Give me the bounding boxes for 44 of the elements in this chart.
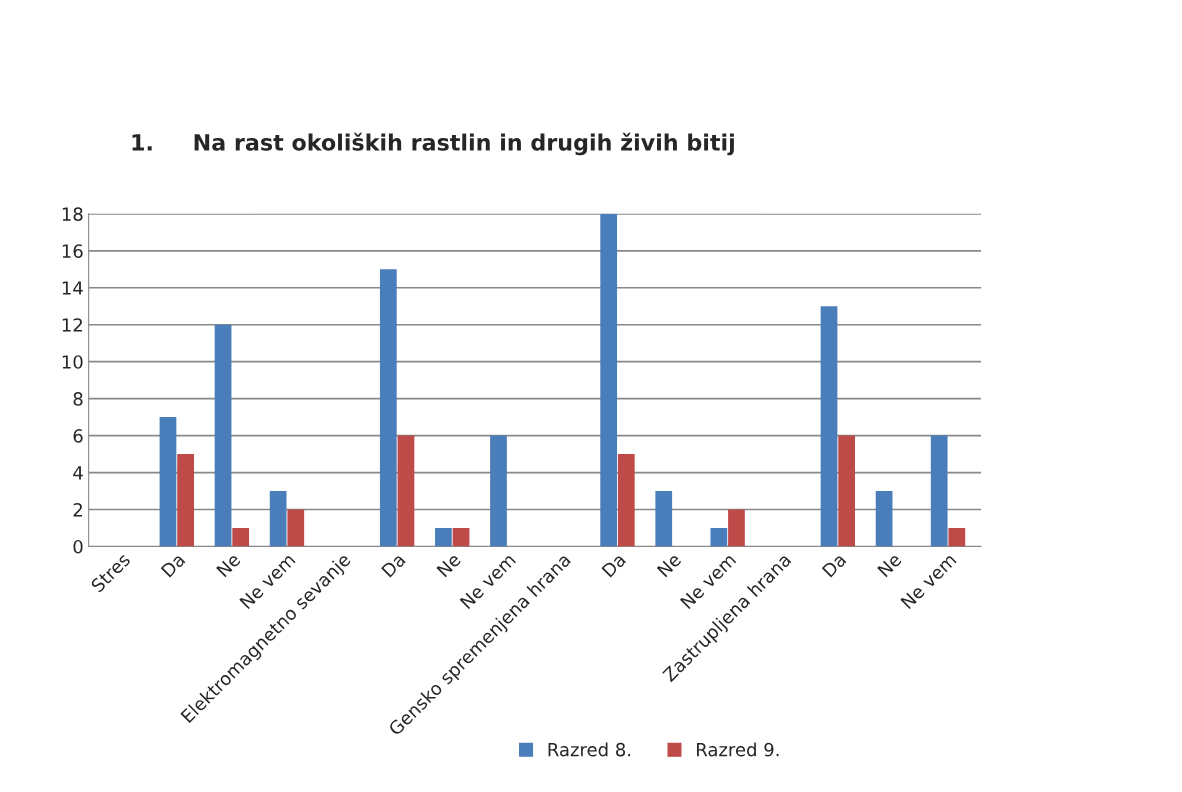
bar — [948, 528, 966, 547]
legend-label: Razred 9. — [697, 742, 779, 757]
x-tick-label: Da — [160, 552, 186, 578]
x-tick-label: Ne — [216, 552, 242, 578]
bar — [617, 454, 635, 547]
bar — [600, 213, 618, 547]
bar — [214, 324, 232, 547]
bar — [232, 528, 250, 547]
bar — [435, 528, 452, 547]
bar — [710, 528, 728, 547]
chart-title: 1. Na rast okoliških rastlin in drugih živih bitij — [132, 132, 734, 156]
x-tick-label: Da — [381, 552, 406, 578]
bar — [159, 417, 177, 547]
x-tick-label: Ne vem — [900, 552, 957, 610]
bar — [452, 528, 470, 547]
bar — [177, 454, 194, 547]
y-tick-label: 14 — [62, 281, 83, 295]
bar — [728, 509, 745, 547]
bar — [379, 269, 397, 547]
y-tick-label: 4 — [73, 466, 83, 480]
y-tick-label: 10 — [62, 355, 83, 369]
bar — [655, 491, 673, 547]
x-tick-label: Ne — [656, 552, 682, 578]
y-tick-label: 12 — [62, 318, 82, 332]
bar — [930, 435, 948, 547]
y-tick-label: 0 — [73, 539, 83, 554]
y-tick-label: 18 — [62, 207, 83, 221]
bar — [875, 491, 893, 547]
y-tick-label: 2 — [73, 502, 82, 517]
bar — [838, 435, 856, 547]
x-tick-label: Ne — [436, 552, 462, 578]
x-tick-label: Ne vem — [239, 552, 296, 610]
y-tick-label: 16 — [62, 244, 83, 258]
y-tick-label: 8 — [73, 392, 83, 406]
x-tick-label: Ne — [877, 552, 903, 578]
bar — [269, 491, 287, 547]
bar — [820, 306, 838, 547]
legend-label: Razred 8. — [548, 742, 631, 757]
x-tick-label: Da — [601, 552, 627, 578]
bar — [287, 509, 305, 547]
bar — [490, 435, 507, 547]
y-tick-label: 6 — [73, 429, 83, 443]
x-tick-label: Da — [821, 552, 847, 578]
bar — [397, 435, 415, 547]
